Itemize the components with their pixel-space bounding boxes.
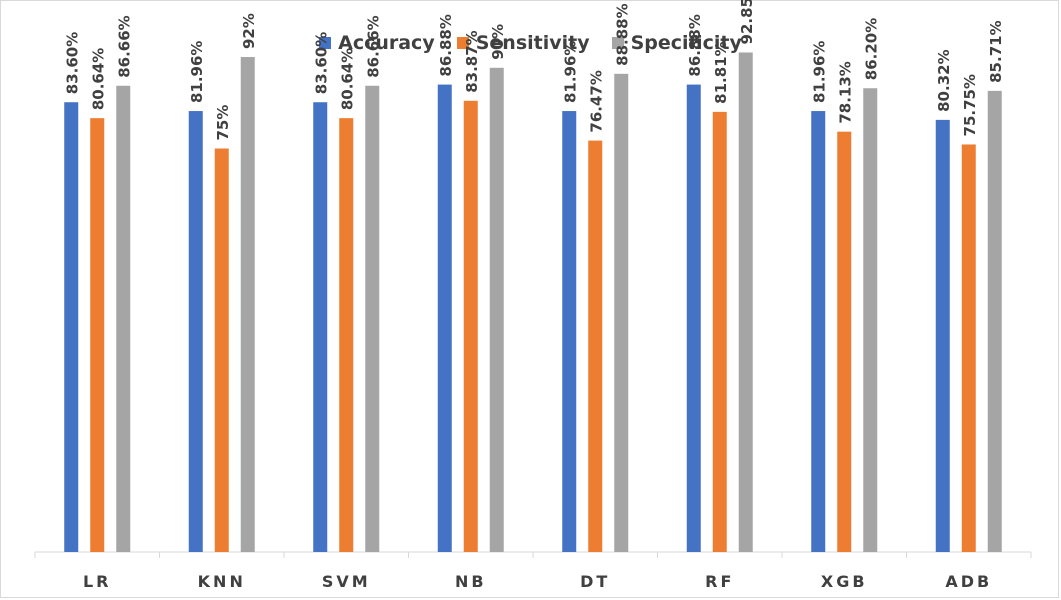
data-label-accuracy-knn: 81.96%: [188, 41, 206, 103]
legend-swatch-accuracy: [319, 37, 332, 49]
bar-specificity-xgb: [863, 88, 878, 552]
data-label-sensitivity-adb: 75.75%: [961, 74, 979, 136]
data-label-specificity-nb: 90%: [489, 24, 507, 60]
data-label-sensitivity-nb: 83.87%: [463, 30, 481, 92]
data-label-sensitivity-rf: 81.81%: [712, 41, 730, 103]
bar-accuracy-rf: [686, 84, 701, 552]
bar-sensitivity-knn: [214, 148, 229, 552]
x-tick-label-adb: ADB: [945, 572, 992, 591]
data-label-accuracy-lr: 83.60%: [63, 32, 81, 94]
bar-accuracy-knn: [188, 111, 203, 552]
legend-item-specificity: Specificity: [611, 32, 742, 54]
plot-area: 83.60% 80.64% 86.66% LR 81.96% 75% 92% KNN 83.60…: [34, 0, 1032, 591]
legend-item-sensitivity: Sensitivity: [456, 32, 590, 54]
bar-sensitivity-lr: [90, 118, 105, 552]
x-tick-label-knn: KNN: [198, 572, 246, 591]
data-label-sensitivity-xgb: 78.13%: [836, 61, 854, 123]
data-label-specificity-lr: 86.66%: [115, 15, 133, 77]
legend-label-specificity: Specificity: [630, 32, 742, 54]
data-label-accuracy-svm: 83.60%: [312, 32, 330, 94]
bar-sensitivity-adb: [961, 144, 976, 552]
bar-accuracy-svm: [313, 102, 328, 553]
bar-accuracy-adb: [935, 119, 950, 552]
bar-accuracy-nb: [437, 84, 452, 552]
bar-accuracy-lr: [64, 102, 79, 553]
data-label-accuracy-dt: 81.96%: [561, 41, 579, 103]
data-label-specificity-dt: 88.88%: [613, 3, 631, 65]
data-label-sensitivity-svm: 80.64%: [338, 48, 356, 110]
bar-sensitivity-svm: [339, 118, 354, 552]
data-label-accuracy-nb: 86.88%: [437, 14, 455, 76]
bar-specificity-svm: [365, 85, 380, 553]
x-tick-label-svm: SVM: [322, 572, 371, 591]
bar-specificity-lr: [116, 85, 131, 553]
bar-specificity-knn: [240, 57, 255, 552]
data-label-accuracy-xgb: 81.96%: [810, 41, 828, 103]
bar-accuracy-xgb: [811, 111, 826, 552]
legend-label-sensitivity: Sensitivity: [475, 32, 590, 54]
data-label-specificity-xgb: 86.20%: [862, 18, 880, 80]
legend-label-accuracy: Accuracy: [338, 32, 435, 54]
x-tick-label-xgb: XGB: [821, 572, 868, 591]
data-label-accuracy-adb: 80.32%: [935, 49, 953, 111]
bar-specificity-nb: [489, 67, 504, 553]
legend-swatch-specificity: [611, 37, 624, 49]
x-tick-label-dt: DT: [580, 572, 610, 591]
bar-specificity-rf: [738, 52, 753, 552]
bar-sensitivity-xgb: [837, 131, 852, 553]
data-label-specificity-svm: 86.66%: [364, 15, 382, 77]
bar-sensitivity-rf: [712, 111, 727, 553]
legend-swatch-sensitivity: [456, 37, 469, 49]
bar-specificity-adb: [987, 90, 1002, 553]
data-label-specificity-knn: 92%: [240, 13, 258, 49]
data-label-sensitivity-lr: 80.64%: [89, 48, 107, 110]
data-label-sensitivity-knn: 75%: [214, 105, 232, 141]
data-label-accuracy-rf: 86.88%: [686, 14, 704, 76]
bar-sensitivity-nb: [463, 100, 478, 552]
x-tick-label-rf: RF: [705, 572, 734, 591]
x-tick-label-nb: NB: [455, 572, 487, 591]
data-label-specificity-adb: 85.71%: [987, 20, 1005, 82]
bar-sensitivity-dt: [588, 140, 603, 552]
legend-item-accuracy: Accuracy: [319, 32, 435, 54]
bar-specificity-dt: [614, 73, 629, 553]
x-tick-label-lr: LR: [83, 572, 112, 591]
bar-accuracy-dt: [562, 111, 577, 552]
data-label-specificity-rf: 92.85%: [738, 0, 756, 44]
legend: Accuracy Sensitivity Specificity: [0, 28, 1061, 58]
data-label-sensitivity-dt: 76.47%: [587, 70, 605, 132]
